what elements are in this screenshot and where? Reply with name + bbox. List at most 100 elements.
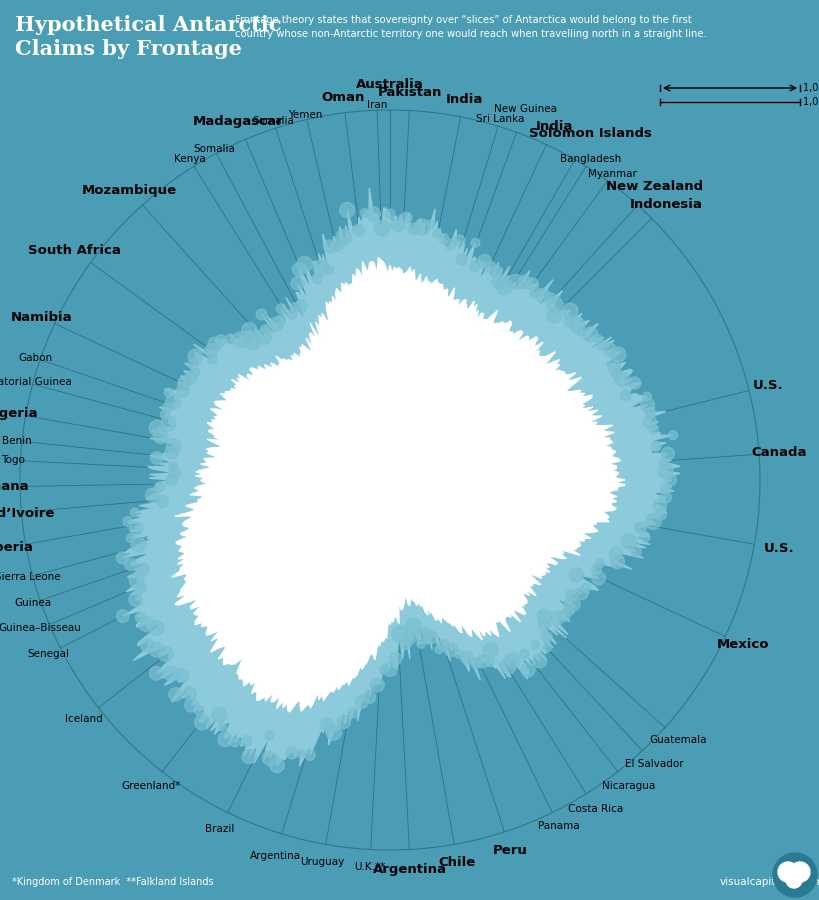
Circle shape	[124, 558, 136, 571]
Text: Somalia: Somalia	[192, 144, 234, 154]
Circle shape	[444, 643, 457, 657]
Circle shape	[123, 517, 133, 526]
Circle shape	[653, 499, 666, 512]
Circle shape	[165, 474, 177, 485]
Circle shape	[287, 310, 296, 320]
Circle shape	[176, 384, 189, 397]
Circle shape	[454, 650, 463, 658]
Circle shape	[391, 626, 407, 642]
Circle shape	[591, 572, 604, 585]
Circle shape	[218, 732, 233, 747]
Circle shape	[169, 688, 182, 701]
Text: New Zealand: New Zealand	[605, 180, 702, 193]
Circle shape	[400, 639, 410, 650]
Text: Togo: Togo	[1, 455, 25, 465]
Circle shape	[129, 573, 143, 588]
Circle shape	[233, 332, 248, 347]
Circle shape	[166, 438, 180, 453]
Circle shape	[183, 687, 196, 700]
Circle shape	[169, 468, 180, 479]
Circle shape	[230, 738, 239, 747]
Circle shape	[241, 735, 251, 746]
Circle shape	[244, 335, 260, 350]
Circle shape	[562, 303, 577, 319]
Circle shape	[149, 643, 164, 657]
Circle shape	[163, 666, 178, 680]
Circle shape	[138, 616, 154, 632]
Circle shape	[491, 274, 505, 289]
Circle shape	[153, 428, 168, 444]
Circle shape	[789, 862, 809, 882]
Text: Solomon Islands: Solomon Islands	[528, 127, 650, 140]
Text: Greenland*: Greenland*	[121, 780, 181, 791]
Circle shape	[285, 747, 297, 759]
Circle shape	[325, 724, 342, 740]
Circle shape	[531, 641, 539, 649]
Circle shape	[529, 287, 541, 298]
Circle shape	[296, 750, 305, 758]
Circle shape	[621, 534, 636, 549]
Text: Liberia: Liberia	[0, 541, 34, 554]
Circle shape	[313, 260, 328, 275]
Circle shape	[505, 652, 520, 669]
Circle shape	[130, 508, 139, 517]
Circle shape	[454, 235, 464, 246]
Circle shape	[408, 223, 419, 235]
Circle shape	[324, 240, 336, 253]
Circle shape	[320, 717, 333, 731]
Circle shape	[545, 292, 555, 303]
Circle shape	[194, 706, 204, 716]
Circle shape	[477, 255, 491, 268]
Polygon shape	[122, 188, 680, 766]
Circle shape	[337, 716, 350, 728]
Circle shape	[577, 328, 585, 336]
Circle shape	[365, 207, 380, 221]
Circle shape	[603, 344, 616, 356]
Circle shape	[661, 447, 673, 460]
Polygon shape	[172, 257, 625, 712]
Circle shape	[295, 300, 307, 312]
Circle shape	[532, 654, 546, 668]
Circle shape	[542, 644, 550, 652]
Circle shape	[352, 224, 364, 236]
Circle shape	[151, 452, 163, 464]
Circle shape	[634, 522, 645, 534]
Text: Hypothetical Antarctic
Claims by Frontage: Hypothetical Antarctic Claims by Frontag…	[15, 15, 281, 59]
Circle shape	[777, 862, 797, 882]
Circle shape	[546, 309, 561, 323]
Circle shape	[205, 344, 218, 357]
Circle shape	[207, 338, 222, 351]
Circle shape	[445, 239, 455, 250]
Circle shape	[654, 508, 666, 520]
Circle shape	[175, 669, 188, 682]
Circle shape	[189, 368, 199, 377]
Text: Equatorial Guinea: Equatorial Guinea	[0, 377, 72, 387]
Text: U.S.: U.S.	[762, 542, 794, 555]
Circle shape	[414, 219, 429, 235]
Circle shape	[455, 255, 467, 266]
Circle shape	[645, 408, 655, 418]
Circle shape	[607, 359, 620, 373]
Circle shape	[332, 239, 343, 251]
Circle shape	[400, 212, 411, 223]
Circle shape	[568, 568, 582, 582]
Text: Madagascar: Madagascar	[192, 114, 283, 128]
Text: Gabon: Gabon	[18, 353, 52, 363]
Text: Nigeria: Nigeria	[0, 407, 38, 419]
Text: U.S.: U.S.	[752, 379, 783, 392]
Circle shape	[649, 426, 658, 434]
Circle shape	[563, 605, 573, 616]
Circle shape	[581, 583, 590, 592]
Text: Iceland: Iceland	[66, 714, 103, 724]
Circle shape	[296, 256, 312, 272]
Text: Côte d’Ivoire: Côte d’Ivoire	[0, 507, 55, 520]
Circle shape	[658, 464, 672, 479]
Text: Peru: Peru	[492, 844, 527, 858]
Circle shape	[347, 708, 358, 718]
Circle shape	[145, 488, 159, 502]
Text: New Guinea: New Guinea	[493, 104, 556, 113]
Text: Argentina: Argentina	[373, 863, 447, 876]
Circle shape	[519, 649, 528, 658]
Circle shape	[658, 459, 667, 467]
Circle shape	[772, 853, 816, 897]
